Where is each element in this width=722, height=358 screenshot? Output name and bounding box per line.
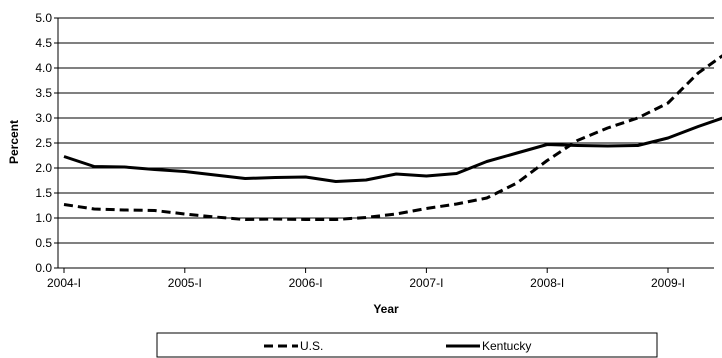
y-tick-label: 4.5 — [35, 36, 52, 50]
y-tick-label: 1.0 — [35, 211, 52, 225]
x-tick-label: 2005-I — [168, 276, 202, 290]
y-tick-label: 3.0 — [35, 111, 52, 125]
series-line-kentucky — [63, 116, 722, 183]
series-line-u-s — [63, 54, 722, 221]
x-axis-title: Year — [373, 302, 399, 316]
y-tick-label: 3.5 — [35, 86, 52, 100]
legend-box — [156, 332, 658, 358]
tick-labels: 0.0 0.5 1.0 1.5 2.0 2.5 3.0 3.5 4.0 4.5 5.0 2004-I 2… — [35, 11, 685, 290]
legend-label-us: U.S. — [300, 339, 323, 353]
axes — [54, 17, 714, 273]
y-axis-title: Percent — [7, 120, 21, 164]
y-tick-label: 4.0 — [35, 61, 52, 75]
y-tick-label: 1.5 — [35, 186, 52, 200]
legend: U.S. Kentucky — [156, 332, 658, 358]
y-tick-label: 0.0 — [35, 261, 52, 275]
x-tick-label: 2007-I — [409, 276, 443, 290]
x-tick-label: 2009-I — [651, 276, 685, 290]
y-tick-label: 2.0 — [35, 161, 52, 175]
x-tick-label: 2008-I — [530, 276, 564, 290]
x-tick-label: 2006-I — [289, 276, 323, 290]
gridlines — [58, 17, 714, 244]
y-tick-label: 0.5 — [35, 236, 52, 250]
series-lines — [63, 54, 722, 221]
x-tick-label: 2004-I — [47, 276, 81, 290]
y-tick-label: 2.5 — [35, 136, 52, 150]
y-tick-label: 5.0 — [35, 11, 52, 25]
legend-label-kentucky: Kentucky — [482, 339, 531, 353]
